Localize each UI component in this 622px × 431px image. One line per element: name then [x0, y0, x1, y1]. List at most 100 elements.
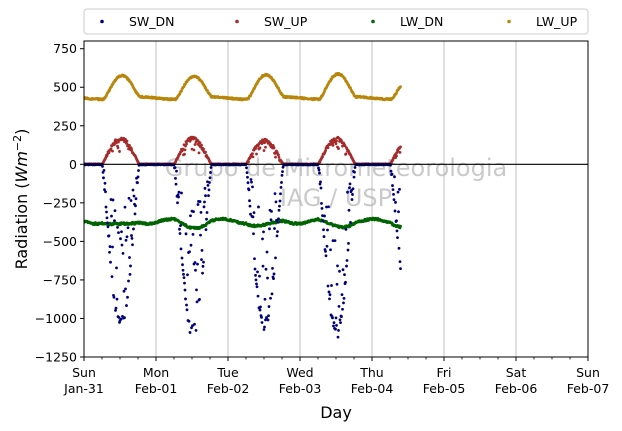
- sw_dn-point: [134, 204, 137, 208]
- sw_dn-point: [352, 175, 356, 179]
- sw_up-point: [344, 152, 348, 156]
- y-tick-label: 500: [53, 80, 77, 95]
- sw_dn-point: [246, 175, 249, 179]
- sw_dn-point: [267, 305, 271, 308]
- sw_up-point: [118, 150, 121, 153]
- y-tick-label: −1000: [35, 311, 77, 326]
- sw_dn-point: [261, 237, 264, 241]
- sw_dn-point: [394, 200, 397, 204]
- sw_dn-point: [111, 245, 114, 249]
- sw_dn-point: [334, 327, 337, 331]
- sw_dn-point: [115, 297, 119, 301]
- sw_dn-point: [258, 274, 261, 278]
- sw_dn-point: [127, 196, 131, 200]
- sw_dn-point: [126, 226, 130, 230]
- x-tick-label-date: Feb-03: [279, 381, 322, 396]
- sw_dn-point: [205, 211, 209, 214]
- sw_dn-point: [177, 195, 180, 199]
- sw_dn-point: [255, 285, 259, 289]
- sw_dn-point: [183, 288, 187, 292]
- sw_dn-point: [188, 331, 192, 334]
- sw_dn-point: [342, 296, 346, 300]
- sw_dn-point: [330, 284, 333, 287]
- sw_dn-point: [249, 178, 253, 181]
- sw_dn-point: [262, 230, 265, 234]
- sw_dn-point: [347, 208, 351, 212]
- sw_dn-point: [204, 228, 208, 232]
- sw_dn-point: [131, 243, 134, 247]
- sw_dn-point: [130, 234, 133, 237]
- sw_dn-point: [392, 193, 395, 196]
- legend-marker-sw_dn: [100, 19, 104, 24]
- sw_dn-point: [393, 175, 396, 179]
- sw_dn-point: [113, 219, 116, 223]
- sw_dn-point: [276, 220, 280, 224]
- legend-box: [83, 8, 589, 35]
- sw_dn-point: [398, 187, 401, 191]
- sw_dn-point: [319, 186, 323, 190]
- sw_dn-point: [204, 194, 207, 198]
- sw_dn-point: [328, 297, 331, 301]
- sw_dn-point: [129, 199, 133, 202]
- sw_dn-point: [115, 266, 118, 270]
- sw_dn-point: [102, 169, 106, 172]
- sw_dn-point: [261, 264, 265, 268]
- sw_dn-point: [397, 246, 401, 250]
- sw_up-point: [274, 155, 277, 159]
- sw_dn-point: [180, 191, 183, 195]
- sw_up-point: [277, 156, 281, 159]
- sw_dn-point: [120, 230, 123, 234]
- sw_dn-point: [199, 210, 203, 214]
- sw_dn-point: [279, 192, 282, 196]
- sw_up-point: [107, 151, 111, 155]
- sw_dn-point: [192, 210, 195, 214]
- sw_dn-point: [391, 184, 394, 187]
- sw_dn-point: [280, 181, 283, 184]
- sw_dn-point: [127, 279, 130, 283]
- sw_dn-point: [182, 276, 186, 280]
- sw_dn-point: [174, 176, 177, 180]
- sw_dn-point: [277, 208, 281, 212]
- sw_dn-point: [179, 247, 183, 251]
- sw_up-point: [125, 139, 129, 143]
- sw_up-point: [324, 149, 327, 153]
- sw_dn-point: [193, 322, 196, 326]
- sw_dn-point: [194, 328, 198, 332]
- y-tick-label: −1250: [35, 350, 77, 365]
- sw_dn-point: [391, 188, 395, 191]
- sw_dn-point: [185, 308, 189, 312]
- sw_dn-point: [320, 201, 323, 205]
- y-tick-label: −250: [43, 195, 77, 210]
- sw_dn-point: [267, 314, 270, 318]
- sw_up-point: [262, 149, 266, 152]
- sw_up-point: [193, 143, 197, 146]
- sw_dn-point: [176, 201, 179, 205]
- sw_up-point: [337, 147, 340, 150]
- sw_up-point: [260, 142, 264, 145]
- lw_up-point: [399, 85, 402, 89]
- sw_dn-point: [321, 219, 325, 223]
- sw_dn-point: [342, 301, 345, 305]
- sw_dn-point: [107, 234, 111, 238]
- sw_dn-point: [327, 205, 330, 209]
- sw_dn-point: [183, 281, 186, 285]
- y-tick-label: 750: [53, 41, 77, 56]
- sw_dn-point: [104, 205, 108, 209]
- sw_dn-point: [320, 206, 324, 210]
- sw_dn-point: [102, 176, 105, 180]
- sw_dn-point: [202, 205, 206, 209]
- sw_dn-point: [196, 203, 200, 206]
- sw_dn-point: [201, 264, 205, 268]
- sw_up-point: [247, 160, 250, 164]
- sw_dn-point: [269, 218, 273, 222]
- sw_dn-point: [353, 170, 356, 174]
- sw_dn-point: [392, 198, 396, 202]
- legend-label-sw_dn: SW_DN: [129, 14, 175, 29]
- sw_up-point: [183, 152, 186, 156]
- sw_dn-point: [196, 262, 199, 266]
- sw_dn-point: [277, 217, 280, 221]
- sw_dn-point: [256, 270, 259, 274]
- sw_dn-point: [340, 315, 343, 318]
- sw_up-point: [200, 143, 203, 147]
